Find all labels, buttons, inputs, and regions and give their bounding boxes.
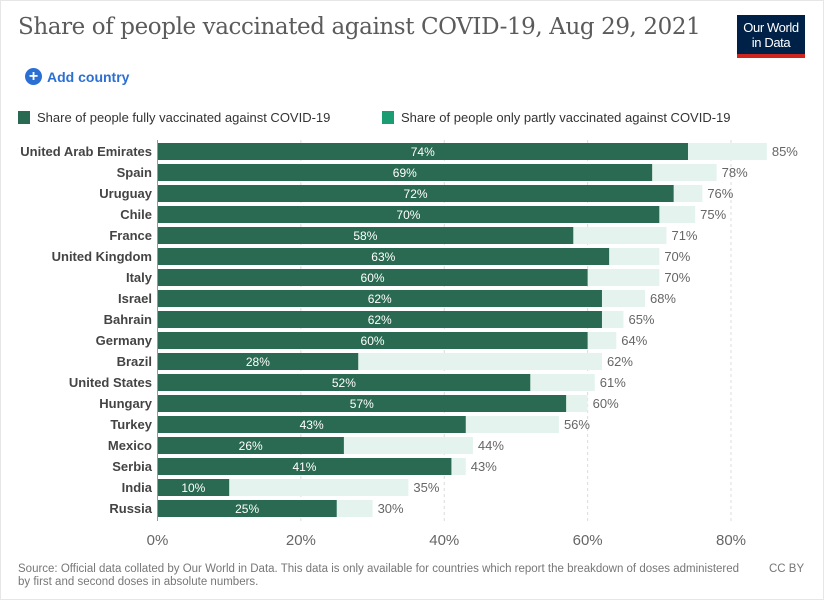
- category-label: Turkey: [110, 417, 152, 432]
- bar-total-label: 35%: [413, 480, 439, 495]
- bar-total-label: 56%: [564, 417, 590, 432]
- bar-total-label: 30%: [378, 501, 404, 516]
- bar-fully-label: 70%: [396, 208, 420, 222]
- legend-label-partly: Share of people only partly vaccinated a…: [401, 110, 731, 125]
- bar-fully[interactable]: [157, 416, 466, 433]
- x-tick-label: 20%: [286, 532, 316, 549]
- legend-swatch-partly: [382, 111, 394, 124]
- add-country-label: Add country: [47, 68, 130, 85]
- bar-chart: 0% 20% 40% 60% 80% United Arab Emirates 74% 85%…: [20, 140, 798, 549]
- owid-logo[interactable]: Our World in Data: [737, 15, 805, 58]
- bar-total-label: 85%: [772, 144, 798, 159]
- bar-fully-label: 69%: [393, 166, 417, 180]
- bar-fully[interactable]: [157, 458, 452, 475]
- legend-swatch-fully: [18, 111, 30, 124]
- bar-fully[interactable]: [157, 227, 574, 244]
- bar-fully-label: 28%: [246, 355, 270, 369]
- category-label: Chile: [120, 207, 152, 222]
- category-label: United States: [69, 375, 152, 390]
- bar-total-label: 71%: [671, 228, 697, 243]
- bar-fully[interactable]: [157, 437, 344, 454]
- bar-fully-label: 60%: [361, 334, 385, 348]
- category-label: United Arab Emirates: [20, 144, 152, 159]
- category-label: Spain: [117, 165, 152, 180]
- bar-total-label: 44%: [478, 438, 504, 453]
- bar-fully[interactable]: [157, 269, 588, 286]
- bar-total-label: 64%: [621, 333, 647, 348]
- bar-total-label: 43%: [471, 459, 497, 474]
- bar-fully[interactable]: [157, 311, 602, 328]
- category-label: Hungary: [99, 396, 153, 411]
- category-label: Uruguay: [99, 186, 153, 201]
- category-label: United Kingdom: [52, 249, 152, 264]
- bar-fully[interactable]: [157, 185, 674, 202]
- bar-fully[interactable]: [157, 248, 610, 265]
- x-tick-label: 60%: [573, 532, 603, 549]
- source-note: Source: Official data collated by Our Wo…: [18, 563, 740, 588]
- plus-circle-icon: +: [25, 68, 42, 85]
- bar-total-label: 61%: [600, 375, 626, 390]
- bar-total-label: 65%: [628, 312, 654, 327]
- bar-fully-label: 62%: [368, 313, 392, 327]
- legend-item-partly[interactable]: Share of people only partly vaccinated a…: [382, 110, 731, 125]
- bar-fully-label: 58%: [353, 229, 377, 243]
- add-country-button[interactable]: + Add country: [25, 68, 129, 85]
- x-tick-label: 0%: [147, 532, 169, 549]
- category-label: Mexico: [108, 438, 152, 453]
- bar-total-label: 78%: [722, 165, 748, 180]
- bar-fully-label: 72%: [404, 187, 428, 201]
- bar-total-label: 70%: [664, 249, 690, 264]
- bar-fully[interactable]: [157, 479, 230, 496]
- bar-fully-label: 10%: [181, 481, 205, 495]
- bar-fully[interactable]: [157, 290, 602, 307]
- category-label: Brazil: [117, 354, 152, 369]
- bar-fully-label: 60%: [361, 271, 385, 285]
- category-label: Serbia: [112, 459, 153, 474]
- bar-fully-label: 26%: [239, 439, 263, 453]
- bar-fully[interactable]: [157, 374, 531, 391]
- category-label: Israel: [118, 291, 152, 306]
- bar-total-label: 70%: [664, 270, 690, 285]
- category-label: France: [109, 228, 152, 243]
- bar-total-label: 75%: [700, 207, 726, 222]
- bar-total-label: 76%: [707, 186, 733, 201]
- license-link[interactable]: CC BY: [769, 563, 805, 575]
- chart-title: Share of people vaccinated against COVID…: [18, 14, 701, 40]
- bar-fully-label: 57%: [350, 397, 374, 411]
- logo-line-2: in Data: [751, 35, 791, 50]
- category-label: Italy: [126, 270, 153, 285]
- bar-fully-label: 74%: [411, 145, 435, 159]
- bar-fully-label: 25%: [235, 502, 259, 516]
- bar-fully-label: 63%: [371, 250, 395, 264]
- category-label: India: [122, 480, 153, 495]
- category-label: Russia: [109, 501, 152, 516]
- bar-fully-label: 41%: [292, 460, 316, 474]
- bar-total-label: 68%: [650, 291, 676, 306]
- bar-fully[interactable]: [157, 353, 359, 370]
- bar-fully[interactable]: [157, 395, 567, 412]
- legend-item-fully[interactable]: Share of people fully vaccinated against…: [18, 110, 330, 125]
- bar-fully[interactable]: [157, 164, 653, 181]
- bar-fully[interactable]: [157, 500, 337, 517]
- bar-fully-label: 52%: [332, 376, 356, 390]
- bar-fully[interactable]: [157, 206, 660, 223]
- category-label: Bahrain: [104, 312, 152, 327]
- logo-accent-bar: [737, 54, 805, 58]
- bar-total-label: 60%: [593, 396, 619, 411]
- bar-fully[interactable]: [157, 332, 588, 349]
- category-label: Germany: [96, 333, 153, 348]
- bar-fully[interactable]: [157, 143, 688, 160]
- legend-label-fully: Share of people fully vaccinated against…: [37, 110, 331, 125]
- bar-fully-label: 62%: [368, 292, 392, 306]
- bar-fully-label: 43%: [300, 418, 324, 432]
- x-tick-label: 40%: [429, 532, 459, 549]
- logo-line-1: Our World: [743, 20, 799, 35]
- x-tick-label: 80%: [716, 532, 746, 549]
- bar-total-label: 62%: [607, 354, 633, 369]
